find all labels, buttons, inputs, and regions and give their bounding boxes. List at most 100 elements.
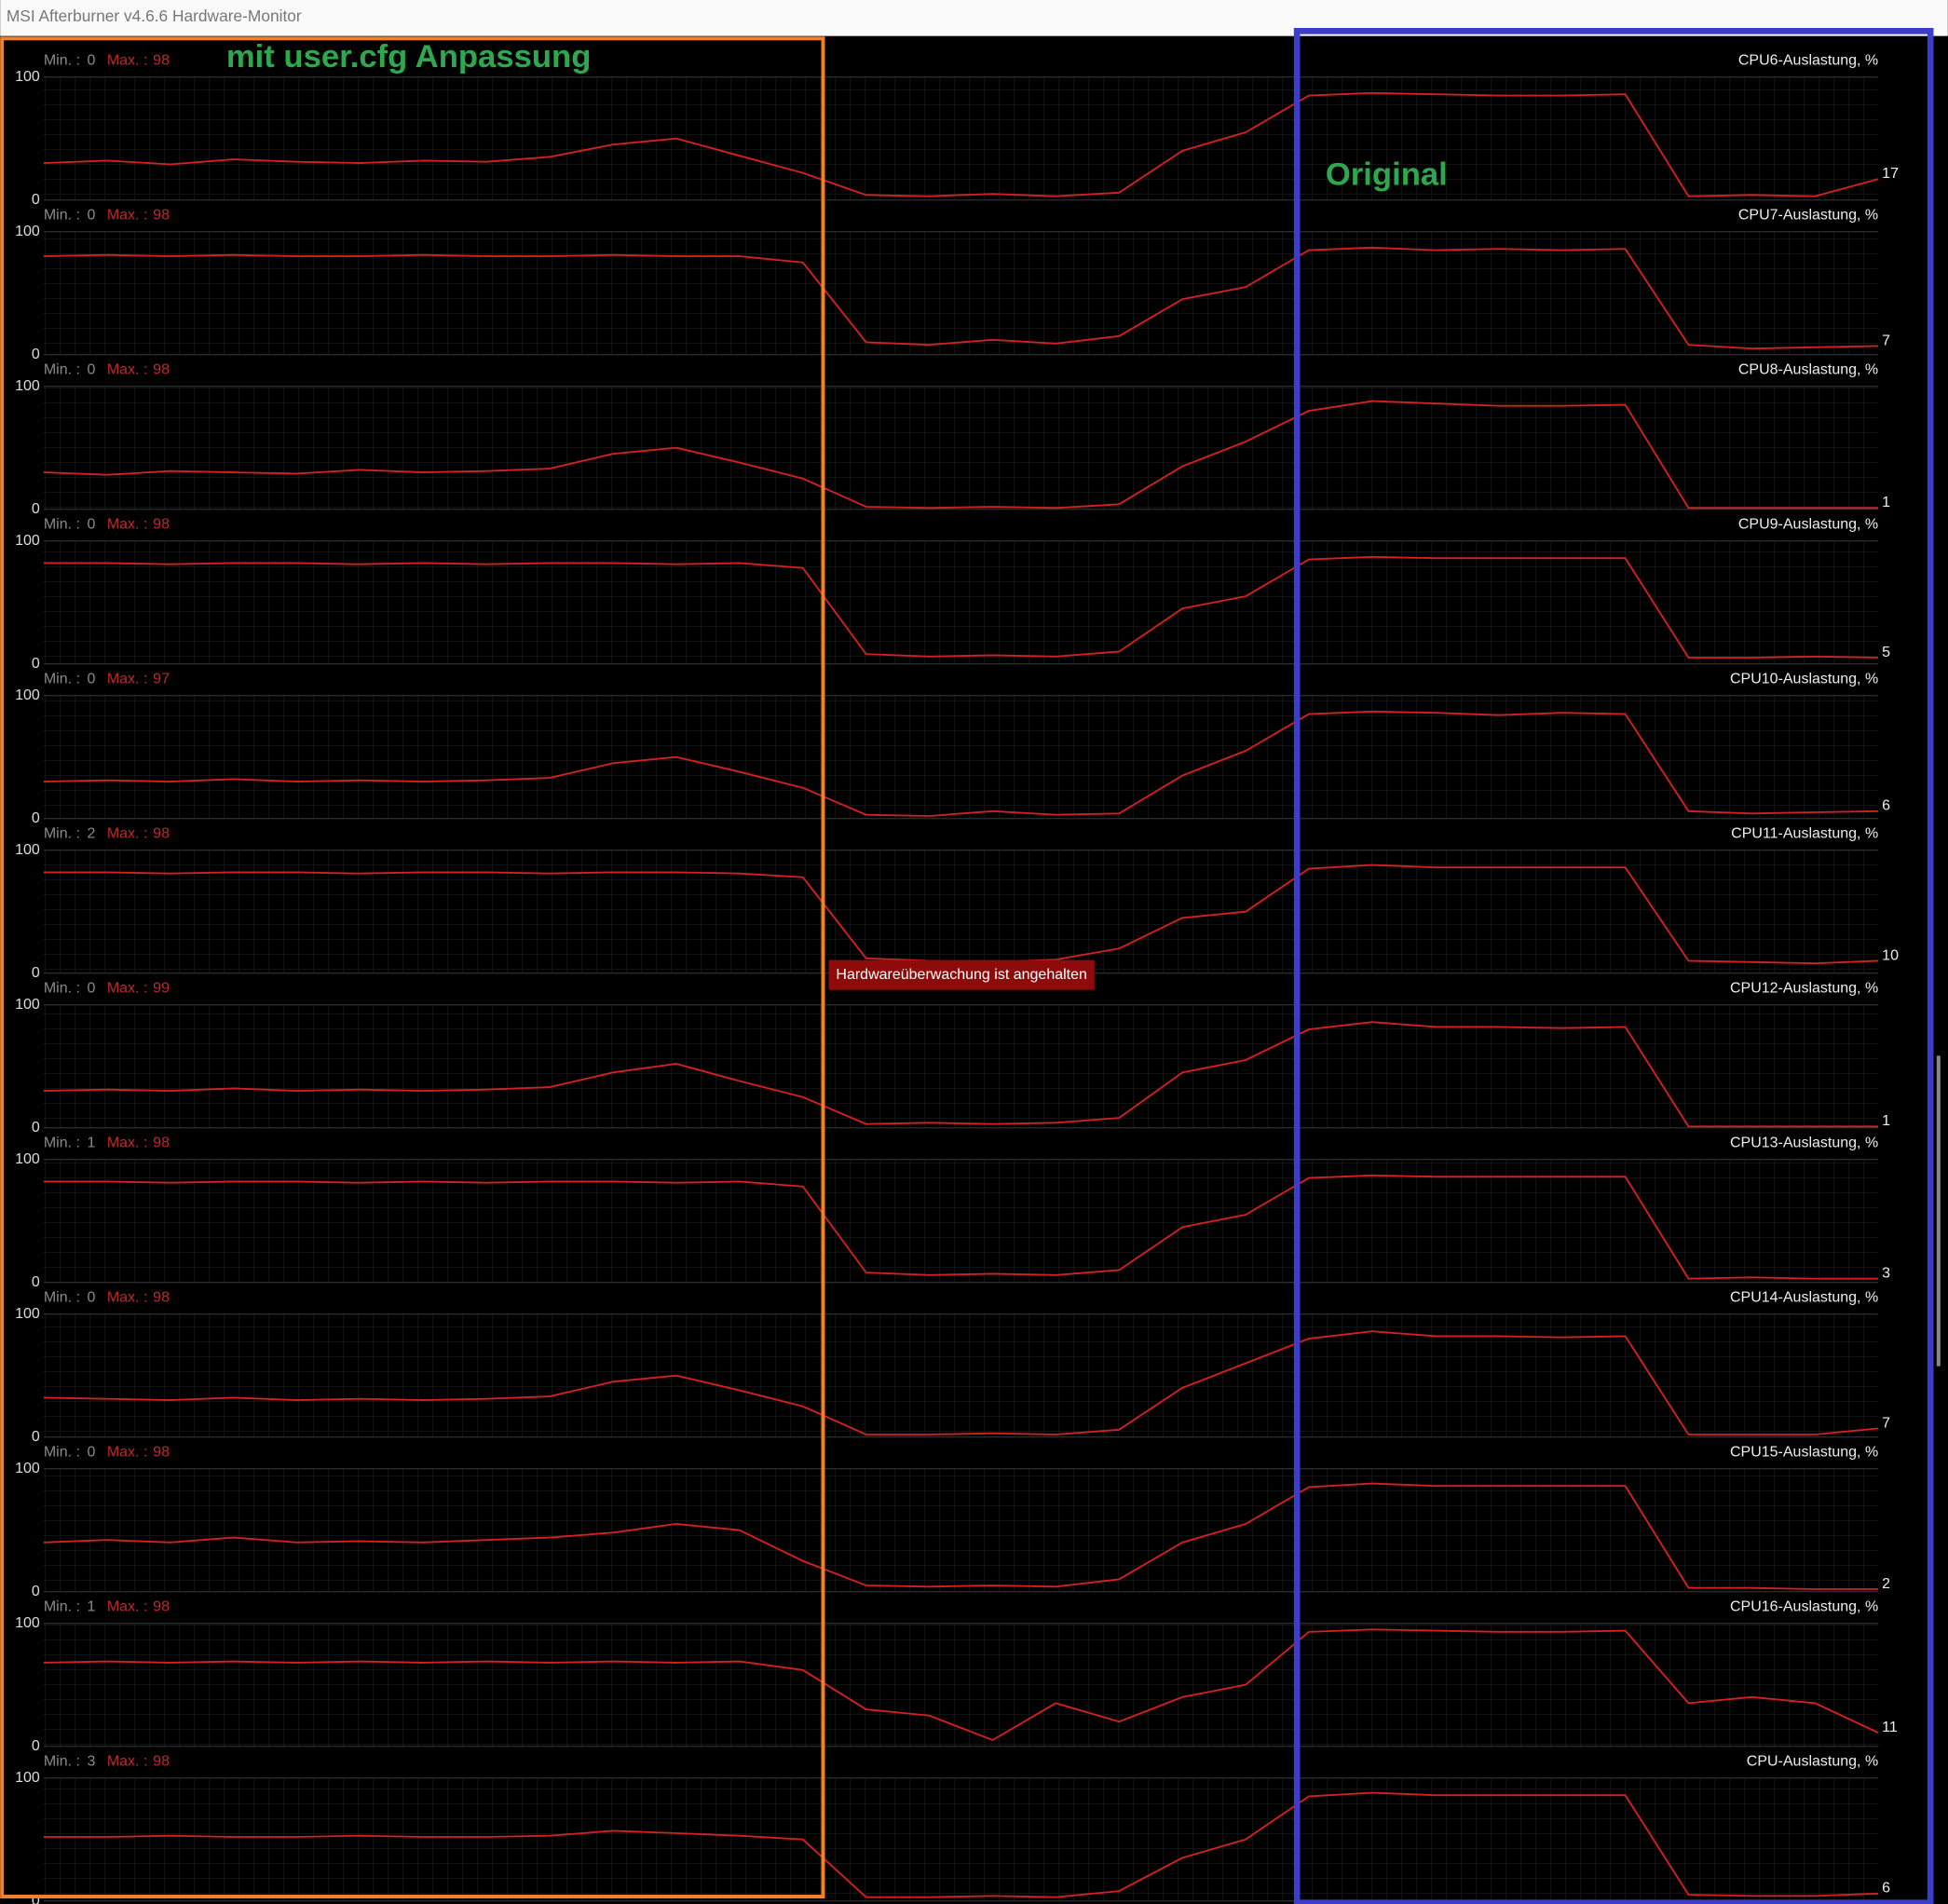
usage-line: [43, 1021, 1879, 1128]
y-tick-label: 100: [15, 533, 40, 549]
y-tick-label: 100: [15, 1461, 40, 1476]
y-tick-label: 0: [32, 1429, 40, 1445]
min-value: 0: [88, 362, 96, 378]
min-value: 0: [88, 672, 96, 687]
min-value: 0: [88, 517, 96, 533]
plot-area: [43, 1777, 1879, 1901]
max-value: 98: [153, 362, 170, 378]
current-value: 11: [1882, 1720, 1898, 1735]
y-tick-label: 0: [32, 965, 40, 981]
usage-line: [43, 710, 1879, 817]
min-label: Min. :: [44, 208, 80, 224]
window-title: MSI Afterburner v4.6.6 Hardware-Monitor: [7, 7, 302, 25]
graph-name: CPU7-Auslastung, %: [1738, 208, 1878, 224]
max-value: 98: [153, 1754, 170, 1770]
min-label: Min. :: [44, 1136, 80, 1151]
usage-line: [43, 91, 1879, 197]
min-value: 0: [88, 1290, 96, 1306]
y-tick-label: 100: [15, 1615, 40, 1631]
graph-name: CPU6-Auslastung, %: [1738, 53, 1878, 69]
scrollbar[interactable]: [1936, 1055, 1941, 1367]
max-value: 98: [153, 1599, 170, 1615]
y-tick-label: 0: [32, 1738, 40, 1754]
min-label: Min. :: [44, 53, 80, 69]
max-value: 97: [153, 672, 170, 687]
y-tick-label: 0: [32, 192, 40, 208]
plot-area: [43, 1159, 1879, 1283]
plot-area: [43, 1623, 1879, 1747]
max-label: Max. :: [107, 517, 148, 533]
y-tick-label: 100: [15, 224, 40, 239]
min-label: Min. :: [44, 517, 80, 533]
status-message: Hardwareüberwachung ist angehalten: [836, 967, 1087, 983]
usage-line: [43, 1482, 1879, 1590]
current-value: 1: [1882, 1113, 1890, 1129]
min-value: 1: [88, 1136, 96, 1151]
current-value: 10: [1882, 947, 1899, 963]
max-value: 99: [153, 981, 170, 997]
min-value: 3: [88, 1754, 96, 1770]
min-label: Min. :: [44, 981, 80, 997]
max-value: 98: [153, 1290, 170, 1306]
graph-name: CPU14-Auslastung, %: [1730, 1290, 1878, 1306]
plot-area: [43, 1004, 1879, 1128]
y-tick-label: 0: [32, 656, 40, 672]
max-value: 98: [153, 826, 170, 842]
y-tick-label: 100: [15, 1151, 40, 1167]
usage-line: [43, 1791, 1879, 1898]
max-label: Max. :: [107, 1290, 148, 1306]
plot-area: [43, 850, 1879, 973]
min-label: Min. :: [44, 362, 80, 378]
min-label: Min. :: [44, 1290, 80, 1306]
usage-line: [43, 1330, 1879, 1435]
plot-area: [43, 1468, 1879, 1592]
min-label: Min. :: [44, 672, 80, 687]
plot-area: [43, 1313, 1879, 1437]
annotation-left: mit user.cfg Anpassung: [226, 39, 592, 75]
y-tick-label: 0: [32, 1120, 40, 1136]
graph-name: CPU10-Auslastung, %: [1730, 672, 1878, 687]
max-label: Max. :: [107, 826, 148, 842]
max-label: Max. :: [107, 981, 148, 997]
max-label: Max. :: [107, 362, 148, 378]
usage-line: [43, 1174, 1879, 1280]
current-value: 17: [1882, 166, 1899, 182]
current-value: 3: [1882, 1266, 1890, 1282]
usage-line: [43, 555, 1879, 659]
min-value: 1: [88, 1599, 96, 1615]
usage-line: [43, 400, 1879, 510]
y-tick-label: 0: [32, 810, 40, 826]
graph-name: CPU15-Auslastung, %: [1730, 1445, 1878, 1461]
graph-name: CPU13-Auslastung, %: [1730, 1136, 1878, 1151]
highlight-box-left: [0, 36, 825, 1898]
min-label: Min. :: [44, 1754, 80, 1770]
y-tick-label: 100: [15, 842, 40, 858]
y-tick-label: 0: [32, 1584, 40, 1599]
max-label: Max. :: [107, 1599, 148, 1615]
graph-name: CPU-Auslastung, %: [1747, 1754, 1878, 1770]
plot-area: [43, 540, 1879, 664]
status-box: [828, 959, 1095, 990]
usage-line: [43, 1628, 1879, 1742]
min-label: Min. :: [44, 826, 80, 842]
max-value: 98: [153, 1445, 170, 1461]
max-label: Max. :: [107, 1754, 148, 1770]
y-tick-label: 100: [15, 378, 40, 394]
current-value: 6: [1882, 1881, 1890, 1897]
current-value: 6: [1882, 798, 1890, 814]
graph-name: CPU8-Auslastung, %: [1738, 362, 1878, 378]
current-value: 7: [1882, 1415, 1890, 1431]
max-label: Max. :: [107, 53, 148, 69]
max-value: 98: [153, 517, 170, 533]
current-value: 2: [1882, 1576, 1890, 1592]
y-tick-label: 100: [15, 1770, 40, 1786]
min-value: 0: [88, 208, 96, 224]
y-tick-label: 100: [15, 687, 40, 703]
plot-area: [43, 76, 1879, 200]
y-tick-label: 100: [15, 997, 40, 1013]
min-value: 0: [88, 981, 96, 997]
y-tick-label: 100: [15, 69, 40, 85]
